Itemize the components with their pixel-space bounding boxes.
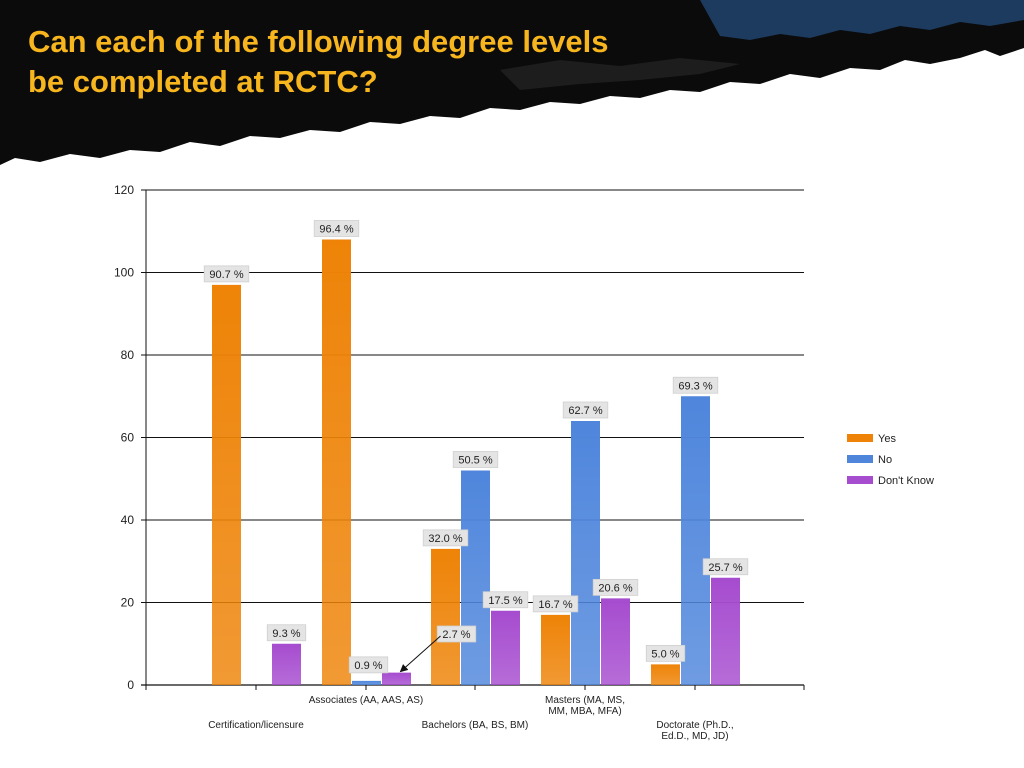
- data-label: 50.5 %: [452, 451, 499, 468]
- data-label: 25.7 %: [702, 558, 749, 576]
- slide-title: Can each of the following degree levels …: [28, 22, 728, 102]
- data-label-box: [645, 644, 686, 662]
- data-label-box: [266, 624, 307, 642]
- y-tick-label: 20: [121, 596, 135, 610]
- bar-don-t-know: [711, 577, 740, 685]
- data-label-text: 20.6 %: [598, 582, 632, 594]
- data-label-box: [452, 451, 499, 468]
- data-label-text: 50.5 %: [458, 455, 492, 467]
- data-label-text: 9.3 %: [272, 628, 300, 640]
- y-tick-label: 60: [121, 431, 135, 445]
- data-label: 96.4 %: [313, 220, 360, 237]
- data-label: 90.7 %: [203, 265, 250, 283]
- banner-texture: [500, 58, 740, 90]
- banner-shape: [0, 0, 1024, 165]
- bar-yes: [212, 284, 241, 685]
- x-category-label: Associates (AA, AAS, AS): [309, 695, 424, 706]
- bar-no: [571, 421, 600, 685]
- title-banner: [0, 0, 1024, 165]
- bar-yes: [322, 239, 351, 685]
- legend-label: No: [878, 454, 892, 466]
- data-label-text: 96.4 %: [319, 224, 353, 236]
- data-label: 69.3 %: [672, 376, 719, 394]
- x-category-label: Bachelors (BA, BS, BM): [422, 720, 529, 731]
- x-category-label: Doctorate (Ph.D.,: [656, 720, 733, 731]
- y-tick-label: 40: [121, 513, 135, 527]
- legend-swatch: [847, 455, 873, 463]
- data-label-box: [203, 265, 250, 283]
- y-tick-label: 80: [121, 348, 135, 362]
- legend-label: Yes: [878, 433, 896, 445]
- y-axis: 0 20 40 60 80 100 120: [114, 183, 147, 692]
- data-label: 62.7 %: [562, 401, 609, 419]
- data-label-box: [422, 529, 469, 547]
- legend-swatch: [847, 476, 873, 484]
- bar-don-t-know: [491, 610, 520, 685]
- legend-label: Don't Know: [878, 475, 934, 487]
- data-labels: 90.7 % 96.4 % 32.0 % 16.7 % 5.0 % 0.9 % 50.5 %…: [203, 220, 749, 674]
- data-label-text: 0.9 %: [354, 660, 382, 672]
- bar-yes: [651, 664, 680, 685]
- data-label: 2.7 %: [436, 625, 477, 643]
- x-axis: Certification/licensure Associates (AA, A…: [141, 684, 805, 742]
- data-label-text: 32.0 %: [428, 533, 462, 545]
- data-label-box: [702, 558, 749, 576]
- slide-title-line-1: Can each of the following degree levels: [28, 24, 609, 59]
- data-label-box: [532, 595, 579, 613]
- data-label: 16.7 %: [532, 595, 579, 613]
- data-label-text: 2.7 %: [442, 629, 470, 641]
- data-label-text: 62.7 %: [568, 405, 602, 417]
- legend: Yes No Don't Know: [847, 433, 934, 487]
- data-label-text: 17.5 %: [488, 595, 522, 607]
- bar-no: [681, 396, 710, 685]
- data-label-text: 69.3 %: [678, 380, 712, 392]
- bar-yes: [541, 614, 570, 685]
- data-label-box: [592, 578, 639, 596]
- y-tick-label: 100: [114, 266, 134, 280]
- data-label: 17.5 %: [482, 591, 529, 609]
- x-category-label: Certification/licensure: [208, 720, 304, 731]
- x-category-label: MM, MBA, MFA): [548, 706, 621, 717]
- data-label: 5.0 %: [645, 644, 686, 662]
- data-label-box: [482, 591, 529, 609]
- bar-don-t-know: [272, 643, 301, 685]
- bar-no: [352, 680, 381, 685]
- data-label-text: 90.7 %: [209, 269, 243, 281]
- y-tick-label: 120: [114, 183, 134, 197]
- bars: [212, 239, 740, 685]
- bar-yes: [431, 548, 460, 685]
- x-category-label: Masters (MA, MS,: [545, 695, 625, 706]
- data-label-box: [348, 656, 389, 674]
- data-label-box: [672, 376, 719, 394]
- banner-blue-streak: [700, 0, 1024, 40]
- data-label-text: 16.7 %: [538, 599, 572, 611]
- data-label-box: [436, 625, 477, 643]
- legend-swatch: [847, 434, 873, 442]
- bar-no: [461, 470, 490, 685]
- data-label: 9.3 %: [266, 624, 307, 642]
- bar-don-t-know: [382, 672, 411, 685]
- data-label-box: [313, 220, 360, 237]
- bar-don-t-know: [601, 598, 630, 685]
- callout-arrow: [399, 635, 441, 673]
- data-label-text: 5.0 %: [651, 648, 679, 660]
- data-label: 0.9 %: [348, 656, 389, 674]
- x-category-label: Ed.D., MD, JD): [661, 731, 728, 742]
- slide-title-line-2: be completed at RCTC?: [28, 64, 378, 99]
- y-tick-label: 0: [127, 678, 134, 692]
- data-label-box: [562, 401, 609, 419]
- data-label-text: 25.7 %: [708, 562, 742, 574]
- data-label: 32.0 %: [422, 529, 469, 547]
- data-label: 20.6 %: [592, 578, 639, 596]
